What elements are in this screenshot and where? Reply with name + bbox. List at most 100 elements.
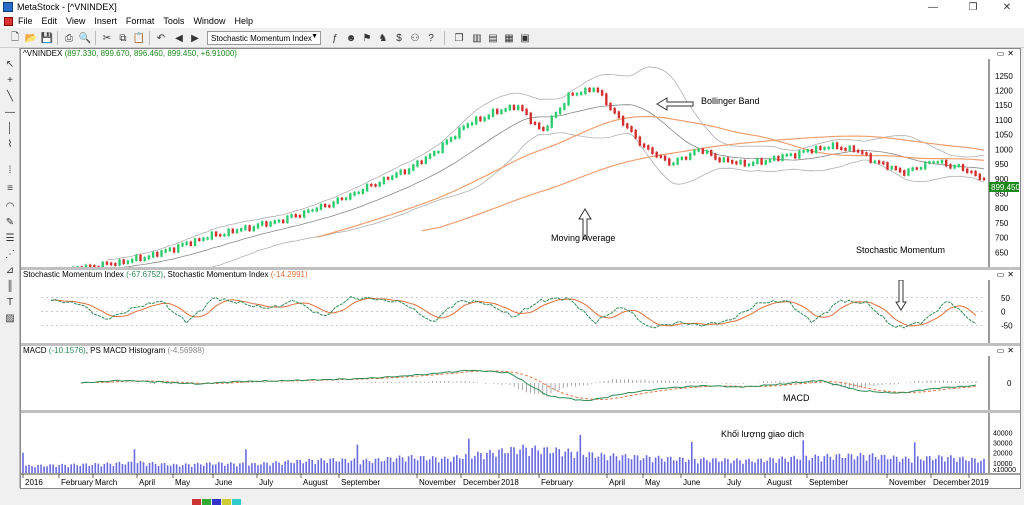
candle [93,265,96,267]
smi-pane-buttons[interactable]: ▭✕ [996,270,1017,279]
candle [814,145,818,154]
forward-arrow-icon[interactable]: ▶ [191,32,199,44]
arc-icon[interactable]: ◠ [5,200,15,212]
pointer-icon[interactable]: ↖ [5,58,15,70]
crosshair-icon[interactable]: + [7,74,13,86]
candle [898,167,902,173]
candle [848,145,851,151]
candle [856,149,860,153]
pencil-icon[interactable]: ✎ [5,216,15,228]
candle [907,168,910,176]
candle [323,203,327,208]
vertical-line-icon[interactable]: │ [6,122,14,134]
layout-icon[interactable]: ▣ [520,32,530,44]
help-pointer-icon[interactable]: ? [428,32,434,44]
menu-edit[interactable]: Edit [41,16,58,26]
pane-divider[interactable] [21,343,1020,346]
print-preview-icon[interactable]: 🔍 [78,32,92,44]
copy-icon[interactable]: ⧉ [119,32,127,44]
candle [164,249,167,253]
back-arrow-icon[interactable]: ◀ [175,32,183,44]
save-icon[interactable]: 💾 [40,32,54,44]
color-swatch[interactable] [192,499,201,505]
candle [655,151,658,158]
macd-line [80,369,977,402]
tile-vertical-icon[interactable]: ▥ [472,32,482,44]
indicator-builder-icon[interactable]: ƒ [332,32,338,44]
horizontal-line-icon[interactable]: — [5,106,15,118]
candle [336,197,339,204]
menu-tools[interactable]: Tools [163,16,185,26]
retracement-icon[interactable]: ☰ [5,232,15,244]
candle [844,147,847,151]
close-button[interactable]: ✕ [1002,1,1012,13]
smi-title: Stochastic Momentum Index [23,270,124,279]
window-title: MetaStock - [^VNINDEX] [17,2,117,12]
menu-file[interactable]: File [18,16,33,26]
binoculars-icon[interactable]: ⚇ [410,32,420,44]
macd-annotation-label: MACD [783,393,810,403]
cut-icon[interactable]: ✂ [102,32,112,44]
menu-help[interactable]: Help [234,16,253,26]
pane-divider[interactable] [21,410,1020,413]
candle [248,225,251,232]
fibonacci-icon[interactable]: ≡ [7,182,13,194]
candle [743,159,746,167]
maximize-button[interactable]: ❐ [968,1,978,13]
price-pane[interactable]: 1250 1200 1150 1100 1050 1000 950 900 850 800 750 7… [21,59,1020,267]
macd-pane[interactable]: 0 MACD [21,356,1020,410]
tile-horizontal-icon[interactable]: ▤ [488,32,498,44]
text-tool-icon[interactable]: T [6,296,14,308]
undo-icon[interactable]: ↶ [156,32,166,44]
x-tick-label: 2016 [25,478,43,487]
candle [890,165,893,170]
menu-view[interactable]: View [66,16,86,26]
candle [546,125,549,131]
candle [642,143,646,148]
macd-plot [80,369,977,402]
menu-format[interactable]: Format [125,16,155,26]
candle [613,107,616,114]
trendline-icon[interactable]: ╲ [6,90,14,102]
system-tester-icon[interactable]: ⚑ [362,32,372,44]
grid-icon[interactable]: ▦ [504,32,514,44]
fan-icon[interactable]: ⌇ [7,138,13,150]
paste-icon[interactable]: 📋 [132,32,146,44]
candle [718,157,721,163]
candle [353,191,356,196]
color-swatch[interactable] [202,499,211,505]
open-icon[interactable]: 📂 [24,32,38,44]
candle [80,266,83,267]
document-icon[interactable] [4,16,13,26]
candle [647,145,650,150]
candle [76,266,79,267]
title-bar: MetaStock - [^VNINDEX] — ❐ ✕ [0,0,1024,14]
macd-pane-buttons[interactable]: ▭✕ [996,346,1017,355]
color-swatch[interactable] [212,499,221,505]
dollar-icon[interactable]: $ [396,32,402,44]
window-cascade-icon[interactable]: ❐ [454,32,464,44]
color-swatch[interactable] [222,499,231,505]
speed-lines-icon[interactable]: ⋰ [5,248,15,260]
indicator-select[interactable]: Stochastic Momentum Index ▼ [207,31,321,45]
menu-insert[interactable]: Insert [94,16,117,26]
channel-icon[interactable]: ║ [6,280,14,292]
gann-icon[interactable]: ⊿ [5,264,15,276]
candle [151,251,155,258]
print-icon[interactable]: ⎙ [65,32,73,44]
pane-divider[interactable] [21,267,1020,270]
x-axis: 2016 February March April May June July August S… [21,473,1020,487]
minimize-button[interactable]: — [928,1,938,13]
menu-window[interactable]: Window [193,16,226,26]
cycle-lines-icon[interactable]: ⁞ [8,164,12,176]
candle [739,159,742,165]
eraser-icon[interactable]: ▨ [5,312,15,324]
color-swatch[interactable] [232,499,241,505]
price-pane-buttons[interactable]: ▭✕ [996,49,1017,58]
new-icon[interactable]: 🗋 [10,31,20,43]
smi-pane[interactable]: 50 0 -50 [21,280,1020,343]
expert-advisor-icon[interactable]: ♞ [378,32,388,44]
explorer-icon[interactable]: ☻ [345,32,357,44]
